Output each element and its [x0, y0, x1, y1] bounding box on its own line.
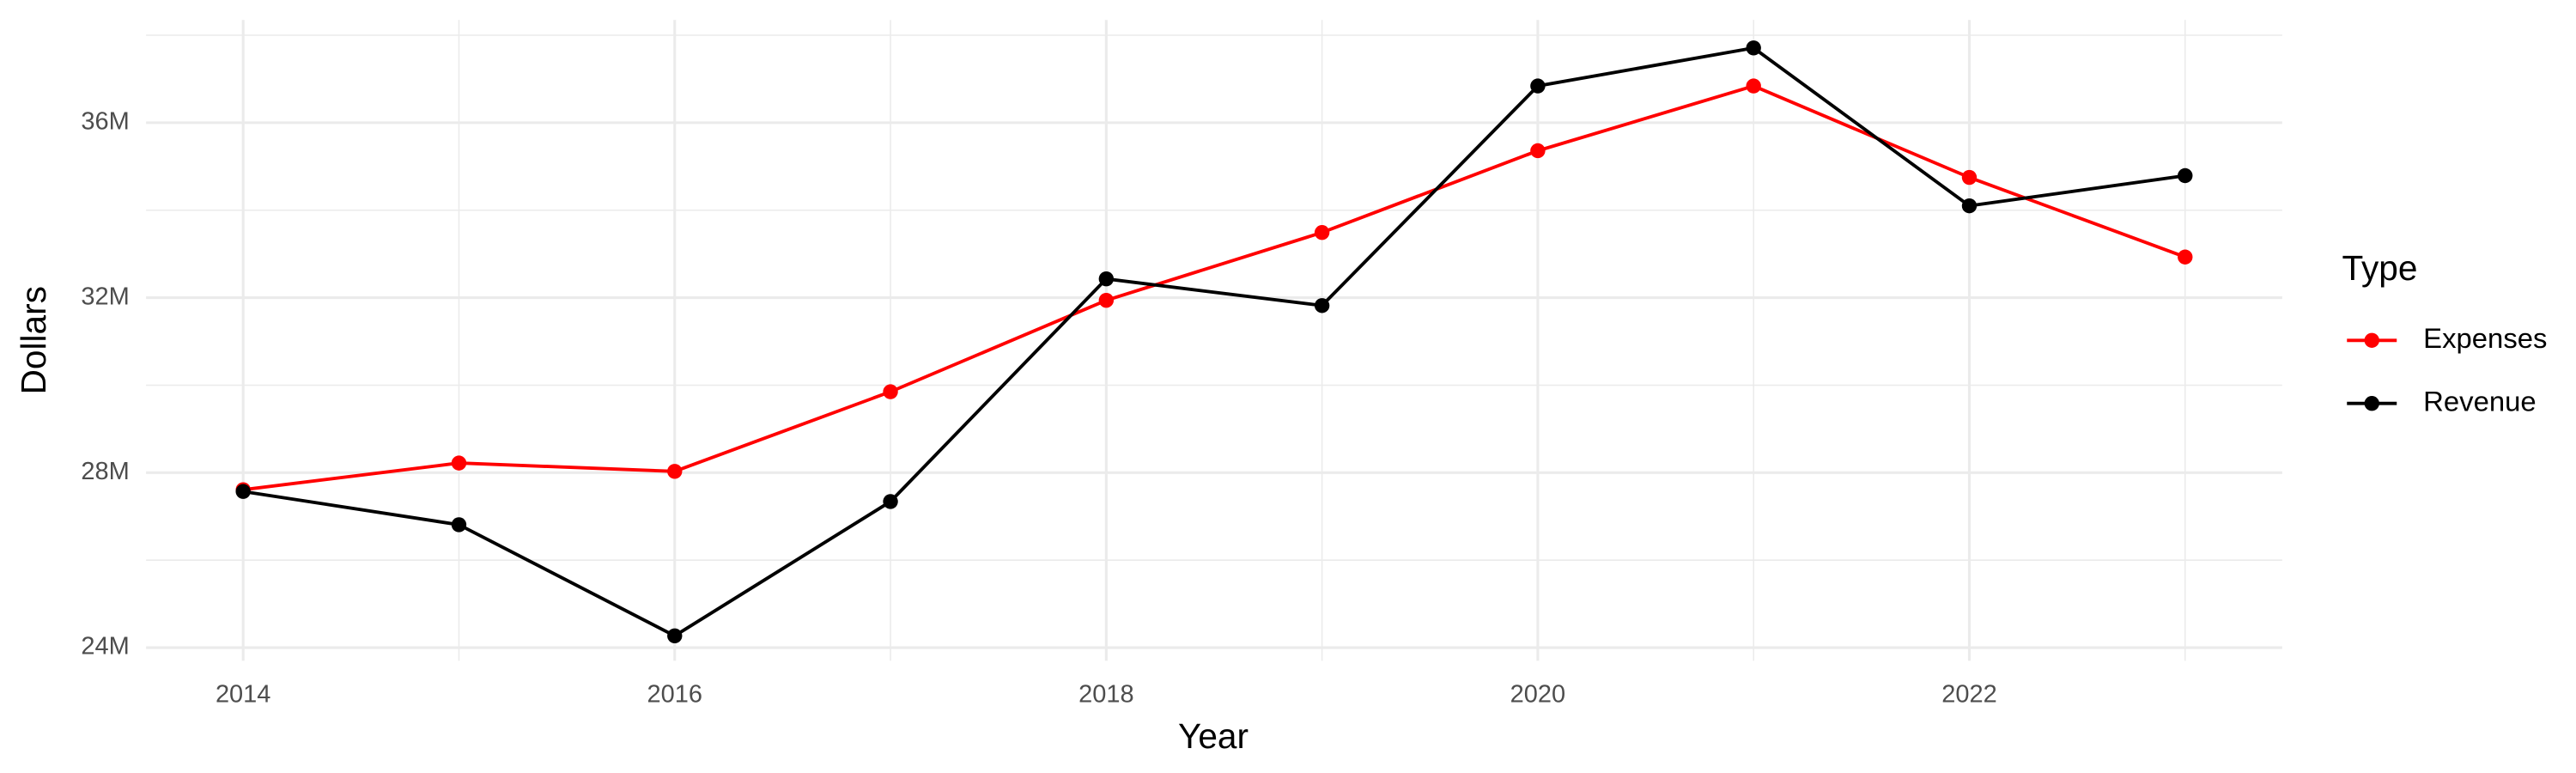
x-axis-title: Year — [1178, 716, 1249, 756]
legend-title: Type — [2342, 248, 2417, 288]
data-point — [667, 464, 683, 479]
data-point — [1961, 169, 1978, 186]
data-point — [1961, 198, 1978, 214]
series-line — [242, 46, 2186, 638]
data-point — [1098, 271, 1115, 287]
x-tick-label: 2016 — [647, 681, 702, 709]
data-point — [1530, 143, 1546, 159]
data-point — [451, 455, 467, 471]
data-point — [451, 517, 467, 533]
x-tick-label: 2018 — [1078, 681, 1133, 709]
data-point — [1098, 292, 1115, 308]
y-tick-label: 32M — [81, 283, 129, 310]
x-tick-label: 2014 — [216, 681, 270, 709]
y-tick-label: 24M — [81, 633, 129, 660]
data-point — [2178, 249, 2193, 265]
legend-label: Revenue — [2423, 385, 2537, 417]
y-axis-title: Dollars — [14, 286, 53, 394]
legend-key-point — [2364, 396, 2379, 411]
data-point — [883, 494, 898, 509]
data-point — [1314, 225, 1330, 240]
data-point — [2178, 167, 2193, 184]
data-point — [1314, 298, 1330, 313]
y-tick-label: 28M — [81, 458, 129, 485]
legend-key-point — [2364, 332, 2379, 348]
data-point — [235, 484, 251, 499]
data-point — [1746, 78, 1761, 94]
x-tick-label: 2022 — [1941, 681, 1996, 709]
data-point — [1530, 78, 1546, 94]
data-point — [1746, 40, 1761, 56]
legend-label: Expenses — [2423, 322, 2547, 354]
data-point — [667, 628, 683, 643]
series-line — [242, 84, 2186, 492]
data-point — [883, 384, 898, 399]
y-tick-label: 36M — [81, 108, 129, 136]
x-tick-label: 2020 — [1510, 681, 1565, 709]
